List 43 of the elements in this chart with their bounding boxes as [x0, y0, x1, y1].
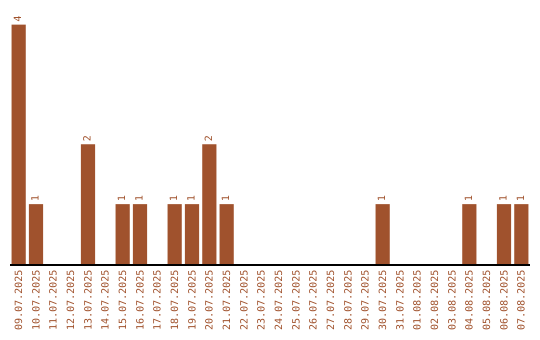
- x-tick-label: 04.08.2025: [464, 270, 476, 330]
- x-tick-label: 28.07.2025: [343, 270, 354, 330]
- x-tick-label: 13.07.2025: [83, 270, 94, 330]
- x-tick-label: 06.08.2025: [499, 270, 510, 330]
- x-tick-label: 01.08.2025: [412, 270, 424, 330]
- x-tick-label: 10.07.2025: [31, 270, 42, 330]
- data-label: 1: [464, 195, 475, 202]
- data-label: 1: [134, 195, 146, 202]
- data-label: 1: [30, 195, 42, 202]
- x-tick-label: 25.07.2025: [291, 270, 302, 330]
- x-tick-label: 31.07.2025: [395, 270, 406, 330]
- data-label: 4: [13, 16, 24, 22]
- data-label: 2: [82, 135, 94, 142]
- x-tick-label: 03.08.2025: [447, 270, 458, 330]
- data-label: 2: [204, 135, 215, 142]
- x-tick-label: 24.07.2025: [274, 270, 285, 330]
- x-tick-label: 02.08.2025: [430, 270, 441, 330]
- data-label: 1: [169, 195, 180, 202]
- x-tick-label: 27.07.2025: [326, 270, 337, 330]
- x-tick-label: 22.07.2025: [239, 270, 250, 330]
- data-label: 1: [117, 195, 128, 202]
- x-tick-label: 29.07.2025: [360, 270, 372, 330]
- x-tick-label: 05.08.2025: [482, 270, 493, 330]
- x-tick-label: 09.07.2025: [14, 270, 25, 330]
- x-tick-label: 20.07.2025: [204, 270, 216, 330]
- x-tick-label: 07.08.2025: [516, 270, 528, 330]
- data-label: 1: [498, 195, 510, 202]
- x-tick-label: 30.07.2025: [378, 270, 389, 330]
- data-label: 1: [377, 195, 388, 202]
- x-tick-label: 21.07.2025: [222, 270, 233, 330]
- x-tick-label: 18.07.2025: [170, 270, 181, 330]
- x-tick-label: 12.07.2025: [66, 270, 77, 330]
- x-tick-label: 17.07.2025: [152, 270, 164, 330]
- x-tick-label: 23.07.2025: [256, 270, 268, 330]
- x-tick-label: 11.07.2025: [48, 270, 60, 330]
- x-tick-label: 16.07.2025: [135, 270, 146, 330]
- data-label: 1: [186, 195, 198, 202]
- data-label: 1: [516, 195, 527, 202]
- x-tick-label: 15.07.2025: [118, 270, 129, 330]
- data-label: 1: [221, 195, 232, 202]
- x-tick-label: 19.07.2025: [187, 270, 198, 330]
- x-tick-label: 26.07.2025: [308, 270, 320, 330]
- x-tick-label: 14.07.2025: [100, 270, 112, 330]
